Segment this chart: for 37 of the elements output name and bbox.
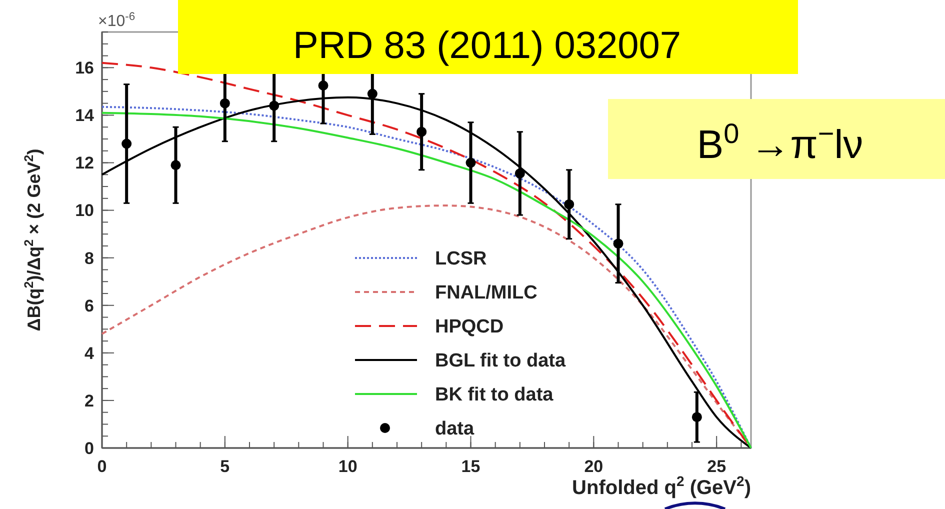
chart-title: PRD 83 (2011) 032007: [293, 25, 681, 67]
legend-label: BK fit to data: [435, 384, 554, 406]
x-tick-label: 5: [220, 457, 230, 476]
y-tick-label: 14: [75, 106, 95, 126]
y-tick-label: 8: [84, 248, 94, 268]
point: [170, 160, 181, 170]
legend-label: BGL fit to data: [435, 350, 566, 372]
point: [220, 98, 230, 108]
point: [466, 158, 476, 168]
x-axis-title: Unfolded q$^{2}$ (GeV$^{2}$): [572, 473, 751, 499]
point: [613, 238, 624, 249]
point: [122, 138, 132, 149]
y-tick-label: 6: [84, 296, 94, 316]
point: [269, 100, 280, 111]
y-tick-label: 0: [84, 438, 94, 458]
legend-label: FNAL/MILC: [435, 282, 538, 304]
x-tick-label: 25: [707, 457, 726, 476]
x-tick-label: 0: [97, 457, 107, 476]
annotation: B$^{0}$ →π$^{−}$lν: [696, 118, 864, 167]
x-tick-label: 20: [584, 457, 604, 476]
y-tick-label: 12: [75, 154, 94, 173]
point: [318, 80, 328, 90]
point: [416, 126, 427, 137]
y-tick-label: 10: [75, 201, 94, 220]
legend-label: data: [435, 418, 474, 440]
text: ×10$^{-6}$: [98, 11, 136, 30]
legend-label: LCSR: [435, 248, 487, 270]
y-tick-label: 4: [84, 344, 95, 363]
y-tick-label: 16: [75, 58, 94, 78]
point: [367, 88, 378, 99]
point: [692, 412, 702, 422]
point: [564, 199, 574, 210]
legend-label: HPQCD: [435, 316, 504, 338]
y-tick-label: 2: [84, 391, 94, 410]
point: [514, 168, 525, 178]
x-tick-label: 15: [461, 457, 480, 476]
x-tick-label: 10: [338, 457, 358, 476]
